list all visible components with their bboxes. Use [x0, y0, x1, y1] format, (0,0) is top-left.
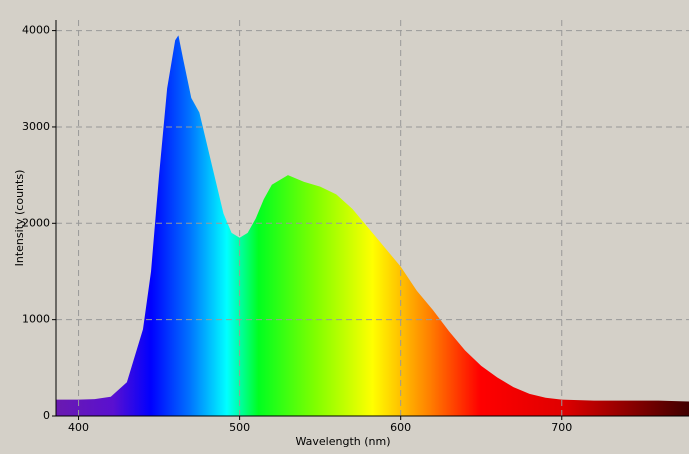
x-axis-label: Wavelength (nm) [295, 435, 390, 448]
x-tick-label: 600 [390, 421, 411, 434]
y-axis-label: Intensity (counts) [13, 170, 26, 267]
y-tick-label: 4000 [22, 24, 50, 37]
x-tick-label: 400 [68, 421, 89, 434]
y-tick-label: 0 [43, 409, 50, 422]
y-tick-label: 2000 [22, 216, 50, 229]
y-tick-label: 3000 [22, 120, 50, 133]
x-tick-label: 500 [229, 421, 250, 434]
x-tick-label: 700 [551, 421, 572, 434]
spectrum-area [56, 35, 689, 417]
y-tick-label: 1000 [22, 313, 50, 326]
